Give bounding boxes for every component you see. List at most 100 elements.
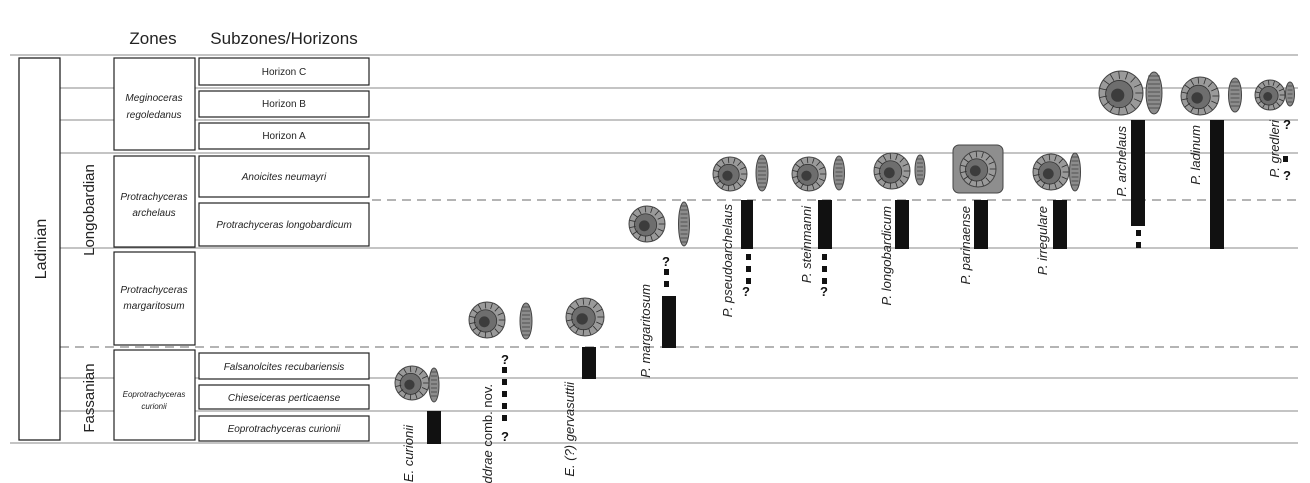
profile-shell	[678, 201, 690, 247]
question-mark: ?	[742, 284, 750, 299]
zone-label: regoledanus	[126, 110, 181, 121]
uncertain-range-dot	[822, 278, 827, 284]
uncertain-range-dot	[502, 379, 507, 385]
ammonite-icon	[468, 301, 506, 339]
uncertain-range-dot	[664, 269, 669, 275]
profile-shell	[833, 155, 845, 191]
ammonite-icon	[565, 297, 605, 337]
zone-label: curionii	[141, 402, 167, 411]
ammonite-rib	[816, 181, 821, 187]
ammonite-rib	[415, 367, 418, 373]
uncertain-range-dot	[502, 403, 507, 409]
range-bar	[741, 200, 753, 249]
uncertain-range-dot	[746, 278, 751, 284]
profile-shell	[755, 154, 769, 192]
ammonite-rib	[716, 180, 722, 185]
ammonite-rib	[1054, 155, 1057, 161]
ammonite-rib	[1203, 107, 1207, 114]
ammonite-rib	[419, 390, 424, 396]
profile-shell	[1069, 152, 1081, 192]
ammonite-profile-icon	[428, 367, 440, 403]
zone-label: Protrachyceras	[120, 192, 187, 203]
ammonite-rib	[588, 299, 592, 306]
ammonite-rib	[988, 161, 995, 165]
ammonite-rib	[1262, 103, 1266, 108]
ammonite-rib	[963, 175, 969, 180]
ammonite-rib	[1190, 106, 1195, 113]
ammonite-rib	[596, 309, 603, 313]
ammonite-rib	[1190, 79, 1195, 86]
ammonite-profile-icon	[519, 302, 533, 340]
ammonite-rib	[739, 166, 746, 170]
ammonite-rib	[1276, 83, 1281, 89]
uncertain-range-dot	[1136, 230, 1141, 236]
ammonite-rib	[1272, 80, 1275, 86]
ammonite-icon	[959, 150, 997, 188]
ammonite-rib	[469, 315, 476, 318]
ammonite-umbilicus	[478, 316, 490, 328]
ammonite-rib	[644, 206, 647, 213]
ammonite-rib	[1268, 80, 1270, 86]
uncertain-range-dot	[1283, 156, 1288, 162]
subzone-box	[198, 57, 370, 86]
ammonite-rib	[721, 159, 725, 165]
ammonite-rib	[1184, 102, 1191, 108]
ammonite-rib	[988, 173, 995, 177]
taxon-label: P. irregulare	[1035, 206, 1050, 275]
ammonite-rib	[398, 372, 404, 377]
zone-box	[113, 155, 196, 248]
taxon-label: P. archelaus	[1114, 126, 1129, 197]
profile-shell	[914, 154, 926, 186]
ammonite-rib	[902, 163, 909, 167]
ammonite-rib	[1041, 156, 1046, 163]
subzone-box	[198, 384, 370, 410]
ammonite-umbilicus	[969, 165, 981, 177]
ammonite-rib	[975, 151, 978, 158]
ammonite-rib	[654, 210, 660, 216]
ammonite-umbilicus	[1111, 88, 1125, 102]
ammonite-rib	[657, 216, 664, 220]
ammonite-rib	[1130, 103, 1136, 110]
ammonite-rib	[968, 153, 973, 160]
taxon-label: E. (?) gervasuttii	[562, 381, 577, 477]
ammonite-rib	[818, 166, 825, 170]
subzone-label: Horizon B	[262, 99, 306, 110]
ammonite-rib	[1109, 74, 1115, 81]
question-mark: ?	[501, 429, 509, 444]
ammonite-rib	[403, 392, 407, 398]
ammonite-icon	[712, 156, 748, 192]
ammonite-rib	[1118, 107, 1120, 115]
ammonite-rib	[629, 219, 636, 222]
ammonite-rib	[398, 389, 404, 394]
ammonite-rib	[902, 175, 909, 179]
ammonite-rib	[657, 228, 664, 232]
ammonite-rib	[1211, 100, 1218, 104]
subzone-label: Chieseiceras perticaense	[228, 393, 341, 404]
ammonite-rib	[1207, 81, 1213, 88]
taxon-label: P. pseudoarchelaus	[720, 204, 735, 318]
ammonite-rib	[415, 393, 418, 399]
uncertain-range-dot	[502, 367, 507, 373]
taxon-label: P. margaritosum	[638, 284, 653, 378]
uncertain-range-dot	[1136, 242, 1141, 248]
ammonite-rib	[650, 207, 653, 213]
range-bar	[582, 347, 596, 379]
ammonite-rib	[654, 232, 660, 238]
ammonite-rib	[1272, 104, 1275, 110]
zones-header: Zones	[129, 29, 176, 48]
ammonite-rib	[960, 164, 967, 167]
ammonite-rib	[960, 171, 967, 174]
zone-label: archelaus	[132, 208, 175, 219]
ammonite-rib	[1033, 174, 1040, 177]
ammonite-rib	[569, 305, 576, 311]
ammonite-rib	[874, 173, 881, 176]
uncertain-range-dot	[664, 281, 669, 287]
ammonite-rib	[877, 160, 883, 165]
ammonite-umbilicus	[883, 167, 895, 179]
ammonite-rib	[806, 184, 809, 191]
ammonite-rib	[395, 384, 402, 387]
ammonite-rib	[1133, 83, 1141, 88]
ammonite-rib	[409, 393, 412, 400]
ammonite-profile-icon	[755, 154, 769, 192]
ammonite-rib	[806, 157, 809, 164]
